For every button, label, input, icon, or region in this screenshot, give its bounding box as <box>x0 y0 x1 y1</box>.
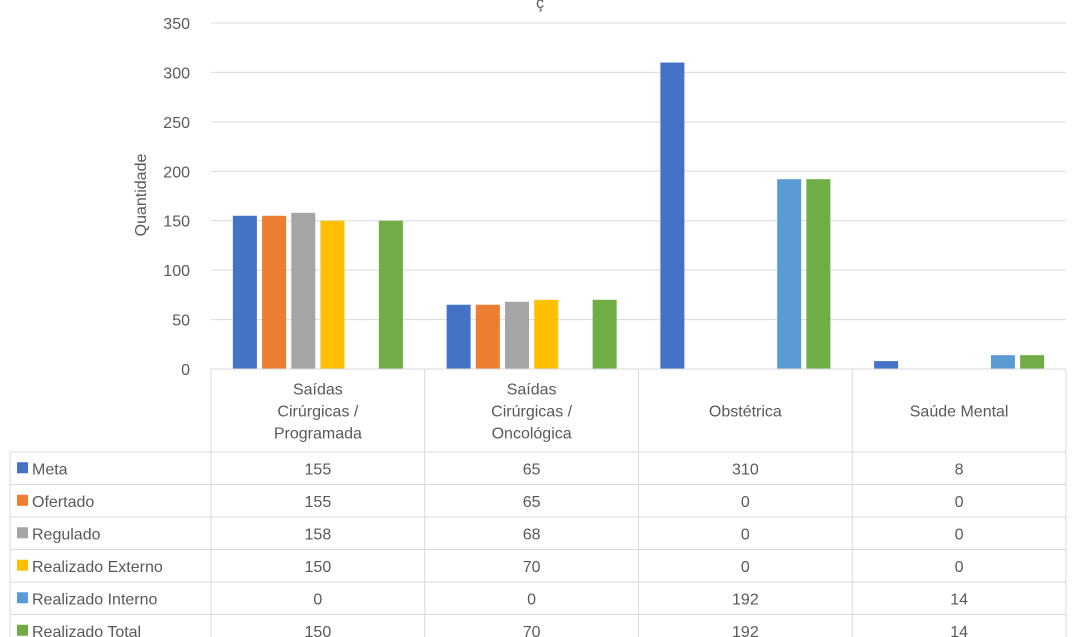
category-label: Cirúrgicas / <box>277 404 358 421</box>
chart-title: ç <box>536 0 544 12</box>
data-label: 8 <box>955 461 964 478</box>
bar <box>1020 355 1045 369</box>
bar <box>777 179 802 369</box>
data-label: 0 <box>955 559 964 576</box>
data-label: 0 <box>527 591 536 608</box>
gridlines <box>211 22 1066 370</box>
legend-label: Realizado Externo <box>32 559 163 576</box>
bar <box>534 299 559 369</box>
bar <box>874 361 899 369</box>
data-label: 70 <box>523 559 541 576</box>
y-tick-label: 250 <box>163 115 190 132</box>
data-label: 68 <box>523 526 541 543</box>
bar <box>806 179 831 369</box>
bar <box>446 304 471 369</box>
category-label: Saídas <box>293 382 343 399</box>
data-label: 155 <box>305 461 332 478</box>
data-label: 0 <box>741 494 750 511</box>
bar <box>291 212 316 369</box>
data-label: 150 <box>305 624 332 637</box>
data-label: 0 <box>741 526 750 543</box>
data-label: 158 <box>305 526 332 543</box>
legend-key <box>17 592 28 604</box>
data-label: 150 <box>305 559 332 576</box>
category-label: Programada <box>274 426 362 443</box>
y-tick-label: 0 <box>181 362 190 379</box>
legend-key <box>17 624 28 636</box>
category-label: Obstétrica <box>709 404 782 421</box>
y-tick-label: 300 <box>163 65 190 82</box>
bar <box>232 215 257 369</box>
y-tick-label: 200 <box>163 164 190 181</box>
category-label: Cirúrgicas / <box>491 404 572 421</box>
y-tick-label: 100 <box>163 263 190 280</box>
data-label: 0 <box>955 526 964 543</box>
bar <box>262 215 287 369</box>
legend-key <box>17 527 28 539</box>
bar <box>475 304 500 369</box>
legend-label: Ofertado <box>32 494 94 511</box>
data-label: 192 <box>732 591 759 608</box>
bar <box>990 355 1015 369</box>
data-label: 0 <box>313 591 322 608</box>
legend-label: Regulado <box>32 526 101 543</box>
data-label: 155 <box>305 494 332 511</box>
y-axis-ticks: 0 50 100 150 200 250 300 350 <box>163 16 190 379</box>
legend-label: Realizado Interno <box>32 591 158 608</box>
data-table: Saídas Cirúrgicas / Programada Saídas Cirúrg… <box>9 368 1067 637</box>
y-tick-label: 350 <box>163 16 190 33</box>
legend-key <box>17 494 28 506</box>
data-label: 310 <box>732 461 759 478</box>
legend-label: Meta <box>32 461 68 478</box>
data-label: 14 <box>950 591 968 608</box>
bar <box>660 62 685 370</box>
category-label: Saídas <box>507 382 557 399</box>
legend-key <box>17 462 28 474</box>
data-label: 192 <box>732 624 759 637</box>
legend-label: Realizado Total <box>32 624 141 637</box>
bar <box>592 299 617 369</box>
data-label: 0 <box>955 494 964 511</box>
y-tick-label: 150 <box>163 214 190 231</box>
category-label: Oncológica <box>492 426 572 443</box>
data-label: 65 <box>523 461 541 478</box>
category-label: Saúde Mental <box>910 404 1009 421</box>
y-tick-label: 50 <box>172 313 190 330</box>
data-label: 70 <box>523 624 541 637</box>
legend-key <box>17 559 28 571</box>
y-axis-label: Quantidade <box>133 154 150 237</box>
bar <box>378 220 403 369</box>
data-label: 0 <box>741 559 750 576</box>
bar <box>505 301 530 369</box>
bars <box>232 62 1045 370</box>
bar <box>320 220 345 369</box>
data-label: 14 <box>950 624 968 637</box>
data-label: 65 <box>523 494 541 511</box>
